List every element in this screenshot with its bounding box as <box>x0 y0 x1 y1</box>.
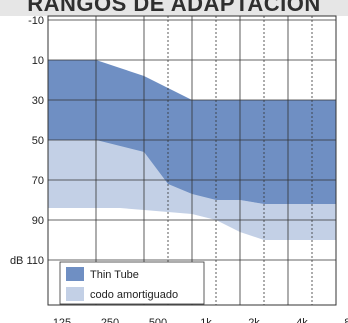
legend-label: Thin Tube <box>90 269 139 281</box>
legend-swatch-thin-tube <box>66 267 84 281</box>
y-tick-label: 70 <box>32 175 44 187</box>
grid-layer <box>47 15 337 306</box>
x-tick-label: 1k <box>200 317 212 323</box>
y-tick-label: 50 <box>32 135 44 147</box>
x-tick-label: 125 <box>53 317 71 323</box>
y-tick-label: -10 <box>28 15 44 27</box>
y-tick-label: 10 <box>32 55 44 67</box>
legend: Thin Tube codo amortiguado <box>59 261 205 305</box>
x-tick-label: 8k <box>344 317 348 323</box>
y-tick-label: dB 110 <box>10 255 44 267</box>
y-tick-label: 90 <box>32 215 44 227</box>
area-codo-amortiguado <box>48 140 336 240</box>
legend-swatch-codo-amortiguado <box>66 287 84 301</box>
plot-border <box>47 15 337 306</box>
y-tick-label: 30 <box>32 95 44 107</box>
x-tick-label: 2k <box>248 317 260 323</box>
x-tick-label: 250 <box>101 317 119 323</box>
chart-title: RANGOS DE ADAPTACIÓN <box>27 0 321 16</box>
axis-labels: -10 10 30 50 70 90 dB 110 125 250 500 1k 2k 4k 8k <box>10 15 348 323</box>
legend-label: codo amortiguado <box>90 289 178 301</box>
x-tick-label: 500 <box>149 317 167 323</box>
x-tick-label: 4k <box>296 317 308 323</box>
chart-title-bar: RANGOS DE ADAPTACIÓN <box>0 0 348 16</box>
